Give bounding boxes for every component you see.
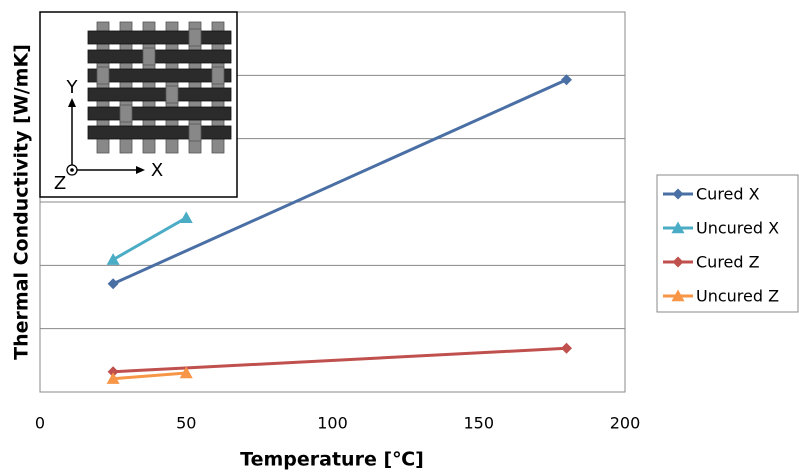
legend-marker [672,256,684,268]
legend-marker [671,221,685,234]
legend-box [656,174,799,313]
legend-label: Cured Z [696,253,760,272]
series-line [112,78,568,286]
series-line [112,216,187,261]
data-point [179,211,193,224]
legend: Cured X Uncured X Cured Z Uncured Z [656,174,799,313]
x-tick-label: 200 [610,414,641,433]
data-point [179,366,193,379]
series-line [113,346,567,374]
data-point [561,342,572,354]
data-point [561,74,572,86]
inset-label: Z [54,173,66,194]
inset-diagram: Y X Z [39,11,238,198]
legend-marker [671,289,685,302]
legend-label: Uncured Z [696,287,779,306]
data-point [107,278,119,290]
x-tick-label: 150 [463,414,494,433]
x-tick-label: 0 [35,414,45,433]
legend-marker [672,188,684,200]
data-point [107,366,119,378]
legend-label: Uncured X [696,219,779,238]
data-point [106,372,120,384]
x-axis-label: Temperature [℃] [240,449,424,471]
inset-label: X [151,160,163,181]
series-line [113,371,187,381]
inset-label: Y [66,77,79,98]
legend-label: Cured X [696,185,760,204]
y-axis-label: Thermal Conductivity [W/mK] [11,44,33,360]
x-tick-label: 100 [317,414,348,433]
data-point [106,253,120,265]
x-tick-label: 50 [176,414,196,433]
